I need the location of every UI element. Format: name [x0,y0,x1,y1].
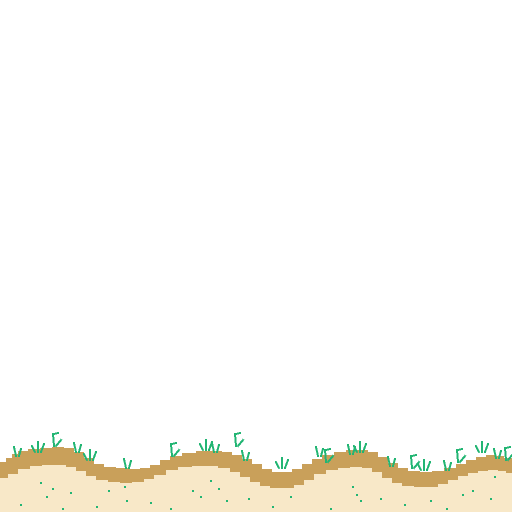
seed-speck-icon [462,494,464,496]
grass-tuft-icon [314,445,325,458]
seed-speck-icon [494,476,496,478]
grass-tuft-icon [503,445,512,462]
grass-tuft-icon [492,447,503,460]
seed-speck-icon [210,480,212,482]
seed-speck-icon [170,508,172,510]
seed-speck-icon [472,490,474,492]
grass-tufts [12,431,512,472]
seed-speck-icon [430,500,432,502]
grass-tuft-icon [82,449,98,462]
grass-tuft-icon [442,459,453,472]
grass-tuft-icon [416,459,432,472]
grass-tuft-icon [30,441,46,454]
seed-speck-icon [200,496,202,498]
seed-speck-icon [192,490,194,492]
grass-tuft-icon [474,441,490,454]
seed-speck-icon [290,496,292,498]
grass-tuft-icon [386,455,397,468]
grass-tuft-icon [274,457,290,470]
ground-specks [20,476,496,510]
seed-speck-icon [490,498,492,500]
grass-tuft-icon [233,431,245,448]
grass-tuft-icon [323,447,335,464]
seed-speck-icon [46,496,48,498]
seed-speck-icon [40,482,42,484]
seed-speck-icon [360,500,362,502]
seed-speck-icon [52,488,54,490]
seed-speck-icon [70,492,72,494]
seed-speck-icon [272,506,274,508]
grass-tuft-icon [72,441,83,454]
grass-tuft-icon [240,449,251,462]
seed-speck-icon [62,508,64,510]
seed-speck-icon [404,504,406,506]
seed-speck-icon [446,508,448,510]
grass-tuft-icon [12,445,23,458]
seed-speck-icon [218,488,220,490]
grass-tuft-icon [122,457,133,470]
seed-speck-icon [352,486,354,488]
grass-tuft-icon [455,447,467,464]
seed-speck-icon [248,498,250,500]
seed-speck-icon [124,486,126,488]
grass-tuft-icon [51,431,63,448]
seed-speck-icon [20,504,22,506]
seed-speck-icon [108,490,110,492]
seed-speck-icon [330,508,332,510]
seed-speck-icon [226,500,228,502]
grass-tuft-icon [210,441,221,454]
seed-speck-icon [356,494,358,496]
seed-speck-icon [126,500,128,502]
seed-speck-icon [380,498,382,500]
seed-speck-icon [96,506,98,508]
grass-tuft-icon [169,441,181,458]
grass-tuft-icon [352,441,368,454]
seed-speck-icon [150,502,152,504]
